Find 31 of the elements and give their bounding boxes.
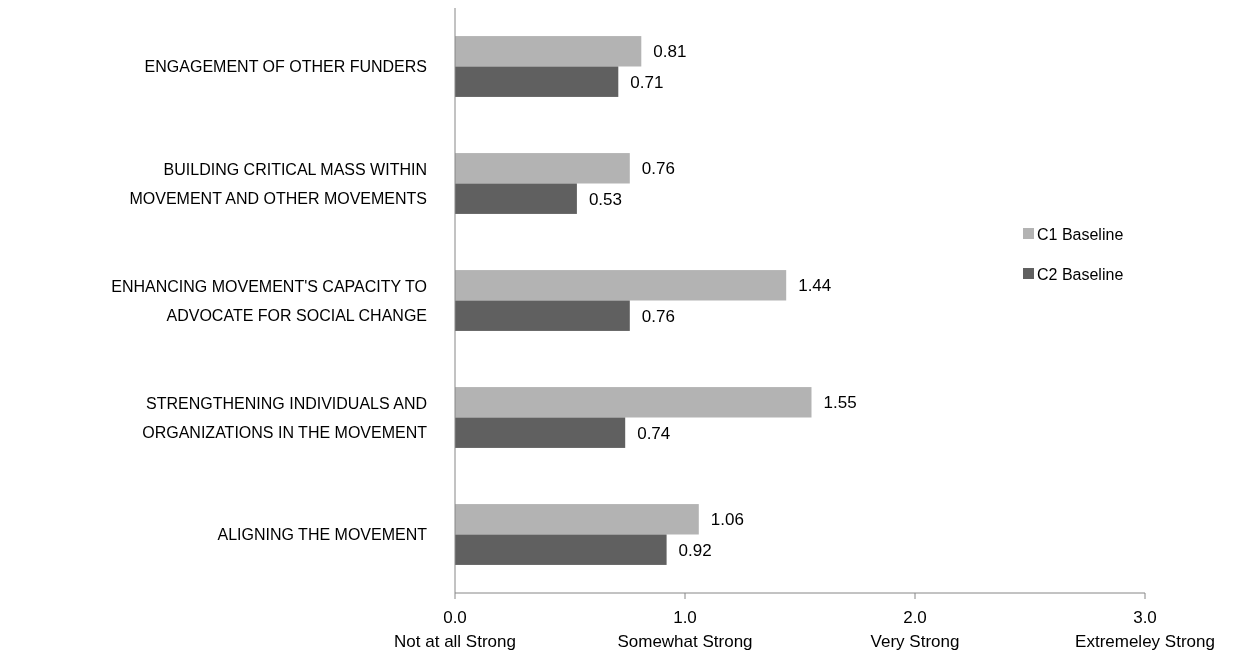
bar bbox=[455, 387, 812, 418]
y-tick-label: ALIGNING THE MOVEMENT bbox=[217, 526, 428, 544]
data-label: 0.76 bbox=[641, 159, 675, 179]
data-label: 0.92 bbox=[678, 540, 712, 560]
data-label: 1.06 bbox=[710, 510, 744, 530]
bar bbox=[455, 183, 577, 214]
data-label: 1.55 bbox=[823, 393, 857, 413]
data-label: 0.53 bbox=[588, 189, 622, 209]
data-label: 0.81 bbox=[653, 42, 687, 62]
bar bbox=[455, 36, 642, 67]
bar bbox=[455, 504, 699, 535]
legend-label: C1 Baseline bbox=[1037, 225, 1124, 243]
x-tick-label: 0.0 Not at all Strong bbox=[394, 608, 516, 651]
data-label: 1.44 bbox=[798, 276, 832, 296]
y-tick-label: BUILDING CRITICAL MASS WITHIN MOVEMENT AND OTHER MOVEMENTS bbox=[129, 160, 427, 207]
data-label: 0.71 bbox=[630, 72, 664, 92]
bar bbox=[455, 534, 667, 565]
y-tick-label: STRENGTHENING INDIVIDUALS AND ORGANIZATIONS IN THE MOVEMENT bbox=[142, 394, 428, 441]
x-tick-label: 3.0 Extremeley Strong bbox=[1075, 608, 1215, 651]
bar bbox=[455, 417, 626, 448]
data-label: 0.74 bbox=[637, 423, 671, 443]
y-tick-label: ENGAGEMENT OF OTHER FUNDERS bbox=[144, 58, 427, 76]
bar bbox=[455, 153, 630, 184]
y-tick-label: ENHANCING MOVEMENT'S CAPACITY TO ADVOCATE FOR SOCIAL CHANGE bbox=[111, 277, 427, 324]
bar bbox=[455, 270, 787, 301]
x-tick-label: 2.0 Very Strong bbox=[870, 608, 960, 651]
data-label: 0.76 bbox=[641, 306, 675, 326]
bar bbox=[455, 66, 619, 97]
x-tick-label: 1.0 Somewhat Strong bbox=[617, 608, 753, 651]
bar bbox=[455, 300, 630, 331]
legend-label: C2 Baseline bbox=[1037, 265, 1124, 283]
